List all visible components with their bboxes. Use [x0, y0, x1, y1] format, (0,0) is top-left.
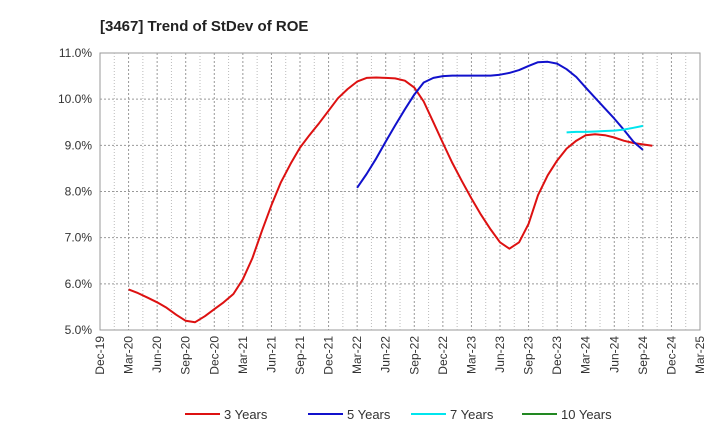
- series-line-2: [356, 60, 644, 189]
- x-tick-label: Sep-23: [522, 336, 536, 375]
- x-tick-label: Jun-23: [493, 336, 507, 373]
- x-tick-label: Dec-22: [436, 336, 450, 375]
- x-axis: Dec-19 Mar-20 Jun-20 Sep-20 Dec-20 Mar-21 Jun-…: [93, 336, 707, 375]
- x-tick-label: Jun-21: [264, 336, 278, 373]
- x-tick-label: Mar-22: [350, 336, 364, 374]
- x-tick-label: Sep-22: [407, 336, 421, 375]
- x-tick-label: Mar-20: [122, 336, 136, 374]
- x-tick-label: Sep-24: [636, 336, 650, 375]
- x-tick-label: Mar-24: [579, 336, 593, 374]
- legend-label-3: 7 Years: [450, 407, 494, 422]
- x-tick-label: Dec-19: [93, 336, 107, 375]
- x-tick-label: Dec-23: [550, 336, 564, 375]
- series-group: [128, 60, 653, 324]
- x-tick-label: Jun-20: [150, 336, 164, 373]
- series-line-1: [128, 76, 653, 324]
- y-tick-label: 7.0%: [65, 231, 93, 245]
- x-tick-label: Dec-20: [207, 336, 221, 375]
- y-tick-label: 8.0%: [65, 185, 93, 199]
- x-tick-label: Dec-24: [664, 336, 678, 375]
- chart-title: [3467] Trend of StDev of ROE: [100, 18, 308, 35]
- legend-label-2: 5 Years: [347, 407, 391, 422]
- x-tick-label: Jun-22: [379, 336, 393, 373]
- x-tick-label: Dec-21: [322, 336, 336, 375]
- series-line-3: [566, 124, 644, 134]
- x-tick-label: Mar-25: [693, 336, 707, 374]
- y-tick-label: 10.0%: [58, 92, 92, 106]
- x-tick-label: Mar-21: [236, 336, 250, 374]
- legend-label-4: 10 Years: [561, 407, 612, 422]
- y-axis: 5.0% 6.0% 7.0% 8.0% 9.0% 10.0% 11.0%: [58, 46, 92, 337]
- x-tick-label: Jun-24: [607, 336, 621, 373]
- y-tick-label: 6.0%: [65, 277, 93, 291]
- grid: [100, 53, 700, 330]
- x-tick-label: Mar-23: [464, 336, 478, 374]
- legend-label-1: 3 Years: [224, 407, 268, 422]
- x-tick-label: Sep-20: [179, 336, 193, 375]
- y-tick-label: 11.0%: [59, 46, 92, 60]
- y-tick-label: 5.0%: [65, 323, 93, 337]
- x-tick-label: Sep-21: [293, 336, 307, 375]
- y-tick-label: 9.0%: [65, 138, 93, 152]
- legend: 3 Years 5 Years 7 Years 10 Years: [185, 407, 612, 422]
